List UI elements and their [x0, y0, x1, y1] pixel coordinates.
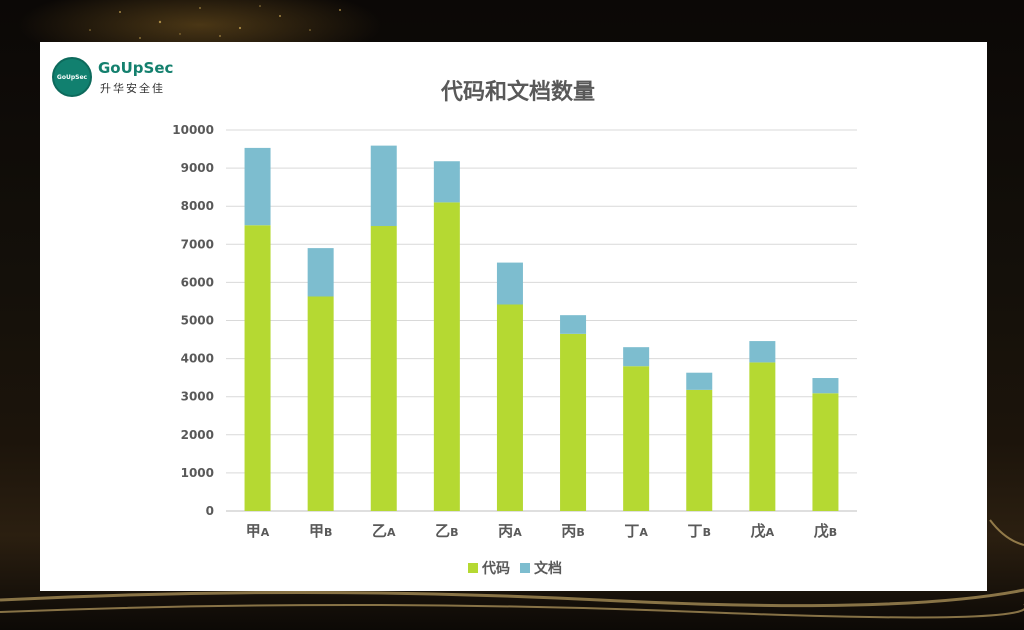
x-tick-sub: B [829, 526, 837, 539]
logo-text-zh: 升华安全佳 [100, 82, 165, 95]
x-tick-sub: B [576, 526, 584, 539]
x-tick-label: 丁A [624, 522, 648, 540]
x-tick-main: 甲 [309, 522, 324, 540]
y-tick-label: 3000 [181, 390, 214, 404]
bars [244, 145, 839, 511]
x-tick-sub: B [703, 526, 711, 539]
x-tick-label: 戊B [814, 522, 837, 540]
bar-doc [686, 372, 713, 390]
y-tick-label: 5000 [181, 314, 214, 328]
x-tick-sub: B [450, 526, 458, 539]
y-tick-label: 10000 [172, 123, 214, 137]
y-axis: 0 1000 2000 3000 4000 5000 6000 7000 8000 9000 100… [172, 123, 214, 518]
bar-code [370, 226, 397, 511]
x-tick-sub: A [513, 526, 522, 539]
bar-doc [749, 341, 776, 363]
x-tick-label: 丙B [561, 522, 584, 540]
x-tick-sub: B [324, 526, 332, 539]
x-tick-main: 戊 [751, 522, 766, 540]
y-tick-label: 1000 [181, 466, 214, 480]
bar-doc [370, 145, 397, 227]
x-tick-label: 甲B [309, 522, 332, 540]
legend-swatch [520, 563, 530, 573]
x-tick-main: 丁 [624, 522, 639, 540]
x-tick-label: 戊A [751, 522, 775, 540]
legend-label: 代码 [481, 560, 510, 577]
bar-doc [496, 262, 523, 305]
bar-code [496, 304, 523, 511]
bar-code [433, 202, 460, 511]
bar-code [307, 296, 334, 511]
y-tick-label: 0 [206, 504, 214, 518]
y-tick-label: 2000 [181, 428, 214, 442]
bar-doc [433, 161, 460, 203]
x-tick-label: 丁B [688, 522, 711, 540]
bar-code [623, 366, 650, 511]
x-tick-label: 乙A [372, 522, 396, 540]
bar-code [244, 225, 271, 511]
bar-code [749, 362, 776, 511]
x-tick-main: 戊 [814, 522, 829, 540]
x-tick-sub: A [766, 526, 775, 539]
chart-title: 代码和文档数量 [440, 79, 595, 105]
x-tick-main: 乙 [372, 522, 387, 540]
y-tick-label: 8000 [181, 199, 214, 213]
bar-doc [560, 315, 587, 334]
legend: 代码 文档 [468, 560, 562, 577]
x-tick-main: 甲 [246, 522, 261, 540]
logo-badge-text: GoUpSec [56, 73, 88, 81]
x-tick-main: 丙 [498, 522, 513, 540]
y-tick-label: 6000 [181, 275, 214, 289]
x-tick-main: 丙 [561, 522, 576, 540]
x-axis: 甲A 甲B 乙A 乙B 丙A 丙B 丁A 丁B 戊A 戊B [246, 522, 837, 540]
legend-label: 文档 [534, 560, 562, 577]
bar-doc [244, 147, 271, 226]
logo-badge-icon: GoUpSec [52, 57, 92, 97]
bar-code [686, 389, 713, 511]
x-tick-label: 乙B [435, 522, 458, 540]
bar-doc [812, 378, 839, 394]
bar-doc [623, 347, 650, 367]
y-tick-label: 9000 [181, 161, 214, 175]
logo-text-en: GoUpSec [98, 59, 174, 77]
x-tick-sub: A [387, 526, 396, 539]
x-tick-sub: A [261, 526, 270, 539]
x-tick-label: 甲A [246, 522, 270, 540]
y-tick-label: 4000 [181, 352, 214, 366]
x-tick-main: 丁 [688, 522, 703, 540]
x-tick-main: 乙 [435, 522, 450, 540]
x-tick-sub: A [639, 526, 648, 539]
bar-code [560, 333, 587, 511]
logo: GoUpSec GoUpSec 升华安全佳 [52, 57, 192, 101]
legend-swatch [468, 563, 478, 573]
bar-code [812, 393, 839, 511]
y-tick-label: 7000 [181, 237, 214, 251]
bar-doc [307, 248, 334, 297]
x-tick-label: 丙A [498, 522, 522, 540]
